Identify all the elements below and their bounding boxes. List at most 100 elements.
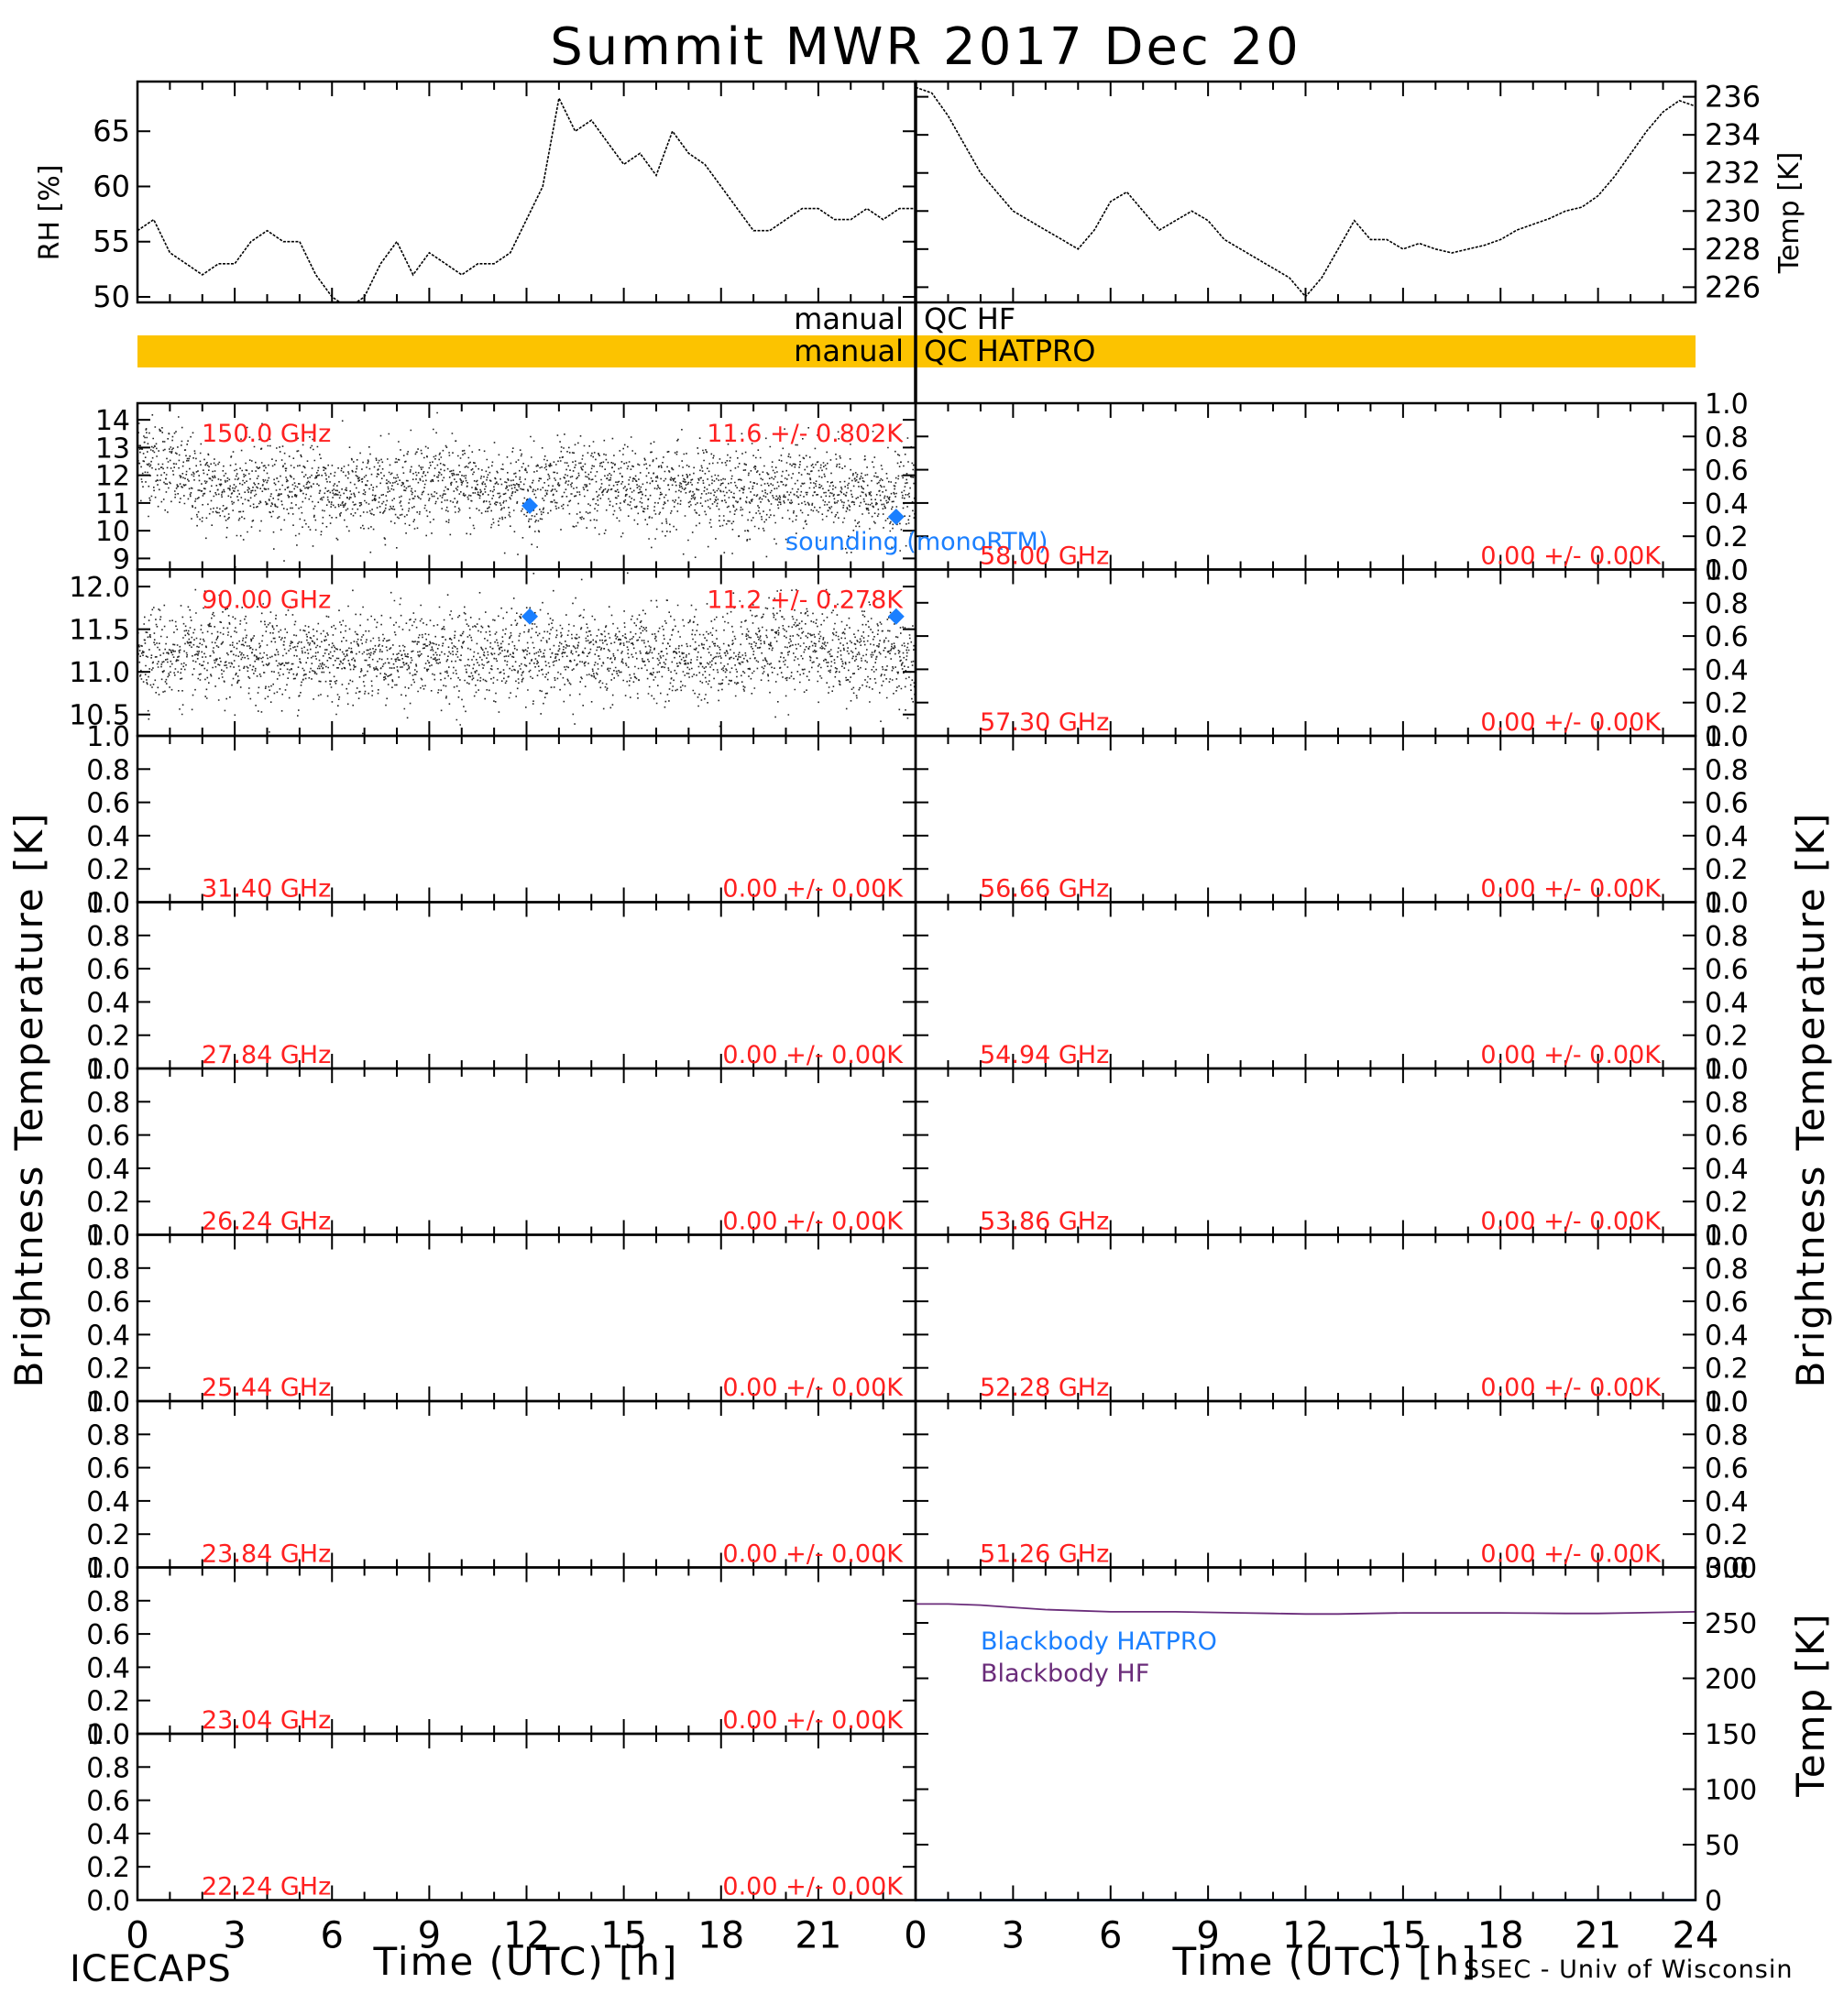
y-tick-label: 0.4 (1705, 1486, 1749, 1518)
y-tick-label: 9 (113, 543, 130, 575)
y-tick-label: 0.2 (86, 1353, 130, 1386)
y-tick-label: 12 (95, 461, 130, 493)
y-tick-label: 0.4 (1705, 1320, 1749, 1352)
channel-label: 54.94 GHz (980, 1041, 1109, 1069)
y-tick-label: 0.8 (1705, 588, 1749, 620)
channel-stats: 0.00 +/- 0.00K (722, 1706, 904, 1735)
y-tick-label: 1.0 (86, 1054, 130, 1086)
sounding-point (521, 497, 539, 514)
channel-stats: 0.00 +/- 0.00K (1480, 1041, 1662, 1069)
y-tick-label: 1.0 (1705, 1221, 1749, 1253)
y-tick-label: 0.2 (1705, 1519, 1749, 1551)
y-tick-label: 1.0 (1705, 1054, 1749, 1086)
y-tick-label: 0.2 (86, 1519, 130, 1551)
y-tick-label: 0.4 (1705, 821, 1749, 853)
y-tick-label: 1.0 (86, 1553, 130, 1585)
y-tick-label: 14 (95, 405, 130, 437)
x-tick-label: 3 (223, 1915, 246, 1957)
y-tick-label: 11.0 (69, 657, 130, 689)
y-tick-label: 0.8 (86, 1254, 130, 1286)
y-tick-label: 0.2 (86, 1187, 130, 1219)
footer-ssec: SSEC - Univ of Wisconsin (1464, 1956, 1793, 1984)
y-tick-label: 0.0 (86, 1221, 130, 1253)
y-tick-label: 0.8 (86, 1752, 130, 1784)
y-tick-label: 0.6 (86, 1453, 130, 1485)
y-tick-label: 0.6 (1705, 455, 1749, 488)
brightness-temp-right-label: Brightness Temperature [K] (1788, 812, 1833, 1388)
y-tick-label: 11 (95, 488, 130, 520)
y-tick-label: 0.0 (86, 1719, 130, 1751)
y-tick-label: 0.6 (1705, 1287, 1749, 1319)
y-tick-label: 0.4 (1705, 1154, 1749, 1186)
channel-label: 26.24 GHz (202, 1208, 331, 1236)
sounding-point (887, 608, 905, 625)
channel-label: 25.44 GHz (202, 1374, 331, 1402)
y-tick-label: 1.0 (1705, 888, 1749, 920)
channel-label: 53.86 GHz (980, 1208, 1109, 1236)
channel-label: 27.84 GHz (202, 1041, 331, 1069)
y-tick-label: 1.0 (1705, 721, 1749, 753)
x-tick-label: 15 (1379, 1915, 1426, 1957)
y-tick-label: 0.4 (86, 1486, 130, 1518)
y-tick-label: 13 (95, 433, 130, 465)
y-tick-label: 1.0 (86, 721, 130, 753)
y-tick-label: 300 (1705, 1553, 1757, 1585)
x-tick-label: 24 (1673, 1915, 1719, 1957)
blackbody-temp-axis-label: Temp [K] (1788, 1612, 1833, 1798)
channel-stats: 0.00 +/- 0.00K (1480, 1540, 1662, 1569)
y-tick-label: 0.8 (86, 1419, 130, 1452)
y-tick-label: 200 (1705, 1664, 1757, 1696)
legend-blackbody-hf: Blackbody HF (981, 1660, 1149, 1688)
y-tick-label: 150 (1705, 1719, 1757, 1751)
y-tick-label: 0.2 (86, 854, 130, 886)
rh-axis-label: RH [%] (34, 165, 66, 261)
legend-blackbody-hatpro: Blackbody HATPRO (981, 1627, 1217, 1656)
y-tick-label: 10 (95, 516, 130, 548)
channel-stats: 0.00 +/- 0.00K (722, 1374, 904, 1402)
x-tick-label: 3 (1002, 1915, 1025, 1957)
y-tick-label: 0.8 (1705, 1087, 1749, 1119)
x-tick-label: 21 (1575, 1915, 1621, 1957)
x-tick-label: 18 (697, 1915, 744, 1957)
y-tick-label: 232 (1705, 156, 1761, 191)
y-tick-label: 0.6 (86, 954, 130, 986)
x-tick-label: 6 (321, 1915, 344, 1957)
y-tick-label: 0.0 (1705, 1553, 1749, 1585)
y-tick-label: 0.2 (1705, 688, 1749, 720)
y-tick-label: 0.0 (86, 1054, 130, 1086)
rh-panel-frame (136, 80, 917, 304)
channel-label: 57.30 GHz (980, 708, 1109, 737)
y-tick-label: 0.4 (86, 987, 130, 1019)
y-tick-label: 50 (93, 279, 130, 314)
channel-label: 58.00 GHz (980, 542, 1109, 571)
temp-panel-frame (914, 80, 1697, 304)
figure-title: Summit MWR 2017 Dec 20 (550, 17, 1301, 77)
y-tick-label: 1.0 (86, 1221, 130, 1253)
x-tick-label: 9 (418, 1915, 441, 1957)
y-tick-label: 0.0 (86, 1386, 130, 1419)
y-tick-label: 0.8 (1705, 1254, 1749, 1286)
y-tick-label: 50 (1705, 1830, 1740, 1862)
y-tick-label: 55 (93, 225, 130, 259)
y-tick-label: 0.0 (1705, 1221, 1749, 1253)
channel-label: 52.28 GHz (980, 1374, 1109, 1402)
channel-stats: 11.2 +/- 0.278K (707, 586, 904, 615)
channel-stats: 0.00 +/- 0.00K (1480, 708, 1662, 737)
x-tick-label: 12 (503, 1915, 550, 1957)
y-tick-label: 0.8 (1705, 1419, 1749, 1452)
channel-label: 51.26 GHz (980, 1540, 1109, 1569)
temp-line (916, 86, 1696, 299)
sounding-point (887, 509, 905, 526)
y-tick-label: 0.4 (1705, 488, 1749, 520)
y-tick-label: 1.0 (1705, 389, 1749, 421)
x-tick-label: 12 (1282, 1915, 1329, 1957)
temp-axis-label-top: Temp [K] (1773, 152, 1806, 275)
y-tick-label: 250 (1705, 1608, 1757, 1640)
y-tick-label: 1.0 (1705, 555, 1749, 587)
y-tick-label: 1.0 (86, 1719, 130, 1751)
channel-stats: 0.00 +/- 0.00K (722, 1208, 904, 1236)
y-tick-label: 0 (1705, 1886, 1722, 1918)
y-tick-label: 0.8 (86, 1087, 130, 1119)
channel-label: 23.84 GHz (202, 1540, 331, 1569)
